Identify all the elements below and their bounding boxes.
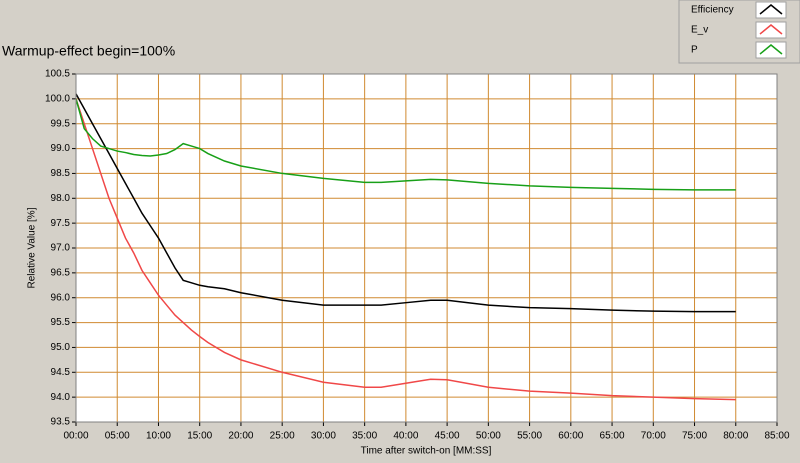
- y-tick-label: 98.0: [51, 193, 71, 204]
- series-line: [75, 98, 736, 401]
- legend-swatch: [759, 24, 783, 35]
- series-line: [75, 93, 736, 313]
- x-axis-label: Time after switch-on [MM:SS]: [361, 446, 492, 457]
- x-tick-label: 30:00: [311, 431, 336, 442]
- x-tick-label: 55:00: [517, 431, 542, 442]
- x-tick-label: 85:00: [764, 431, 789, 442]
- x-tick-label: 35:00: [352, 431, 377, 442]
- series-line: [75, 98, 736, 191]
- y-axis-label: Relative Value [%]: [27, 207, 38, 288]
- x-tick-label: 65:00: [600, 431, 625, 442]
- y-tick-label: 99.0: [51, 143, 71, 154]
- x-tick-label: 20:00: [228, 431, 253, 442]
- x-tick-label: 60:00: [558, 431, 583, 442]
- legend-label: Efficiency: [691, 5, 734, 16]
- y-tick-label: 98.5: [51, 168, 71, 179]
- y-tick-label: 96.5: [51, 267, 71, 278]
- legend-swatch: [759, 4, 783, 15]
- legend-swatch-box: [755, 21, 787, 39]
- plot-frame: [75, 73, 778, 423]
- y-tick-label: 93.5: [51, 417, 71, 428]
- x-tick-label: 40:00: [393, 431, 418, 442]
- legend-swatch: [759, 44, 783, 55]
- x-tick-label: 75:00: [682, 431, 707, 442]
- y-tick-label: 95.0: [51, 342, 71, 353]
- legend-label: P: [691, 45, 698, 56]
- x-tick-label: 10:00: [146, 431, 171, 442]
- y-tick-label: 97.0: [51, 243, 71, 254]
- x-tick-label: 15:00: [187, 431, 212, 442]
- y-tick-label: 94.5: [51, 367, 71, 378]
- x-tick-label: 00:00: [63, 431, 88, 442]
- y-tick-label: 97.5: [51, 218, 71, 229]
- y-tick-label: 100.5: [45, 69, 70, 80]
- x-tick-label: 45:00: [435, 431, 460, 442]
- y-tick-label: 95.5: [51, 317, 71, 328]
- x-tick-label: 25:00: [270, 431, 295, 442]
- x-tick-label: 05:00: [105, 431, 130, 442]
- legend-swatch-box: [755, 1, 787, 19]
- y-tick-label: 96.0: [51, 292, 71, 303]
- legend-label: E_v: [691, 25, 708, 36]
- x-tick-label: 80:00: [723, 431, 748, 442]
- x-tick-label: 50:00: [476, 431, 501, 442]
- chart-title: Warmup-effect begin=100%: [2, 43, 175, 59]
- x-tick-label: 70:00: [641, 431, 666, 442]
- y-tick-label: 99.5: [51, 118, 71, 129]
- legend-swatch-box: [755, 41, 787, 59]
- y-tick-label: 94.0: [51, 392, 71, 403]
- y-tick-label: 100.0: [45, 93, 70, 104]
